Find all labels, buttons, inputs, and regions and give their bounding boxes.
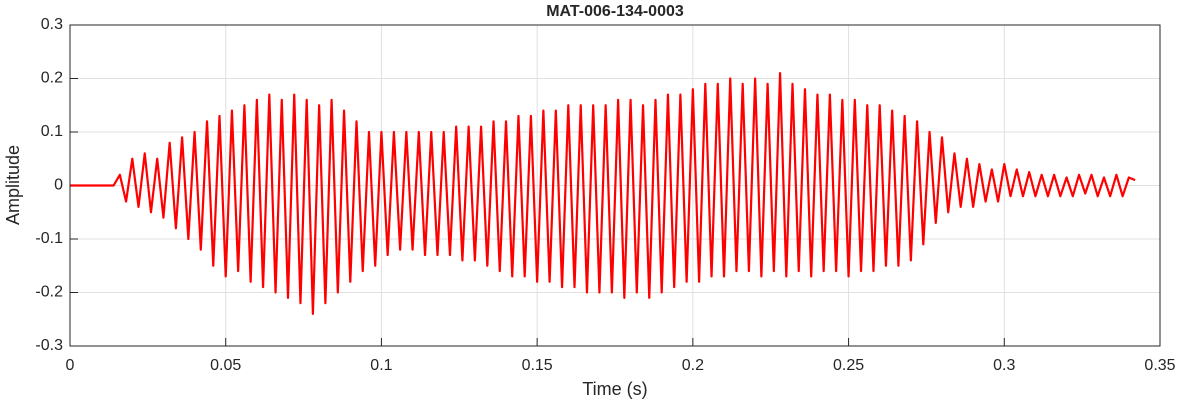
y-axis-label: Amplitude [3, 145, 23, 225]
y-tick-label: -0.1 [35, 230, 63, 247]
x-tick-label: 0.1 [370, 357, 392, 374]
y-tick-label: 0 [54, 177, 63, 194]
chart-title: MAT-006-134-0003 [546, 3, 684, 20]
x-tick-label: 0.3 [993, 357, 1015, 374]
waveform-line [70, 72, 1136, 315]
x-axis-label: Time (s) [582, 379, 647, 399]
y-tick-label: -0.2 [35, 284, 63, 301]
x-tick-label: 0.35 [1144, 357, 1175, 374]
y-tick-label: -0.3 [35, 337, 63, 354]
y-tick-label: 0.1 [41, 123, 63, 140]
x-tick-label: 0.2 [682, 357, 704, 374]
y-tick-label: 0.3 [41, 16, 63, 33]
x-tick-label: 0.05 [210, 357, 241, 374]
y-tick-label: 0.2 [41, 70, 63, 87]
x-tick-label: 0 [66, 357, 75, 374]
x-tick-label: 0.25 [833, 357, 864, 374]
x-tick-label: 0.15 [522, 357, 553, 374]
axes-box [69, 24, 1161, 347]
